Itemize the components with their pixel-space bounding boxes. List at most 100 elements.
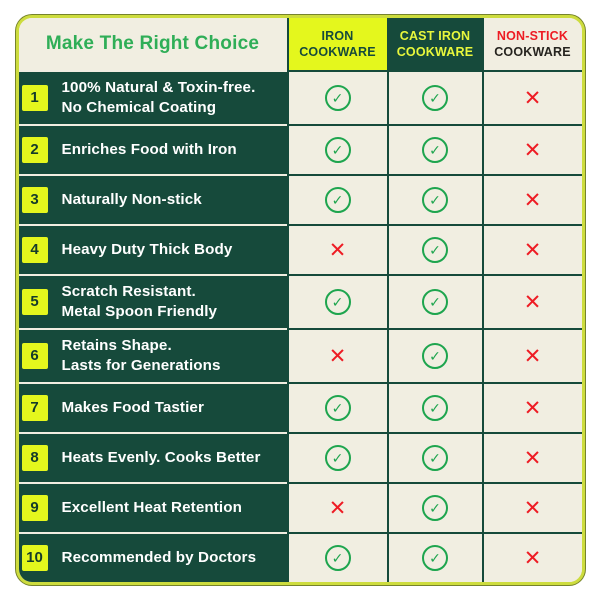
mark-cell: ✕ [481, 224, 582, 274]
column-header-label: CAST IRON [399, 28, 471, 43]
column-header-label: COOKWARE [299, 45, 376, 59]
cross-icon: ✕ [328, 344, 347, 368]
table-row: 4 Heavy Duty Thick Body ✕ ✓ ✕ [18, 224, 582, 274]
check-icon: ✓ [324, 137, 351, 163]
cross-icon: ✕ [523, 86, 542, 110]
feature-cell: 6 Retains Shape. Lasts for Generations [18, 328, 287, 382]
cross-icon: ✕ [328, 496, 347, 520]
feature-label: Makes Food Tastier [61, 398, 204, 416]
column-header-label: NON-STICK [496, 28, 569, 43]
mark-cell: ✕ [481, 174, 582, 224]
check-icon: ✓ [422, 237, 448, 263]
check-icon: ✓ [324, 445, 351, 471]
feature-cell: 7 Makes Food Tastier [18, 382, 287, 432]
mark-cell: ✓ [286, 124, 387, 174]
mark-cell: ✓ [386, 432, 482, 482]
mark-cell: ✕ [481, 328, 582, 382]
feature-label: Naturally Non-stick [61, 190, 202, 208]
cross-icon: ✕ [523, 446, 542, 470]
row-number-badge: 2 [21, 137, 48, 163]
table-row: 6 Retains Shape. Lasts for Generations ✕… [18, 328, 582, 382]
table-row: 1 100% Natural & Toxin-free. No Chemical… [18, 70, 582, 124]
check-icon: ✓ [324, 395, 351, 421]
table-row: 3 Naturally Non-stick ✓ ✓ ✕ [18, 174, 582, 224]
feature-label: Scratch Resistant. Metal Spoon Friendly [61, 282, 218, 320]
table-row: 7 Makes Food Tastier ✓ ✓ ✕ [18, 382, 582, 432]
row-number-badge: 10 [21, 545, 48, 571]
feature-cell: 9 Excellent Heat Retention [18, 482, 287, 532]
table-row: 9 Excellent Heat Retention ✕ ✓ ✕ [18, 482, 582, 532]
mark-cell: ✕ [481, 274, 582, 328]
comparison-table: Make The Right Choice IRON COOKWARE CAST… [15, 15, 585, 585]
table-row: 5 Scratch Resistant. Metal Spoon Friendl… [18, 274, 582, 328]
check-icon: ✓ [324, 289, 351, 315]
mark-cell: ✕ [286, 224, 387, 274]
mark-cell: ✓ [386, 70, 482, 124]
column-header-cast-iron-cookware: CAST IRON COOKWARE [386, 18, 482, 70]
mark-cell: ✓ [286, 382, 387, 432]
row-number-badge: 7 [21, 395, 48, 421]
feature-cell: 4 Heavy Duty Thick Body [18, 224, 287, 274]
check-icon: ✓ [422, 445, 448, 471]
check-icon: ✓ [422, 187, 448, 213]
mark-cell: ✓ [386, 328, 482, 382]
feature-cell: 8 Heats Evenly. Cooks Better [18, 432, 287, 482]
page-title: Make The Right Choice [45, 33, 260, 54]
column-header-non-stick-cookware: NON-STICK COOKWARE [481, 18, 582, 70]
row-number-badge: 9 [21, 495, 48, 521]
row-number-badge: 6 [21, 343, 48, 369]
check-icon: ✓ [422, 545, 448, 571]
table-row: 2 Enriches Food with Iron ✓ ✓ ✕ [18, 124, 582, 174]
table-row: 8 Heats Evenly. Cooks Better ✓ ✓ ✕ [18, 432, 582, 482]
check-icon: ✓ [422, 137, 448, 163]
column-header-iron-cookware: IRON COOKWARE [286, 18, 387, 70]
feature-label: Excellent Heat Retention [61, 498, 242, 516]
cross-icon: ✕ [523, 396, 542, 420]
feature-cell: 10 Recommended by Doctors [18, 532, 287, 582]
table-row: 10 Recommended by Doctors ✓ ✓ ✕ [18, 532, 582, 582]
check-icon: ✓ [422, 395, 448, 421]
check-icon: ✓ [422, 289, 448, 315]
mark-cell: ✓ [386, 532, 482, 582]
check-icon: ✓ [324, 545, 351, 571]
cross-icon: ✕ [523, 496, 542, 520]
feature-cell: 5 Scratch Resistant. Metal Spoon Friendl… [18, 274, 287, 328]
feature-cell: 2 Enriches Food with Iron [18, 124, 287, 174]
feature-cell: 1 100% Natural & Toxin-free. No Chemical… [18, 70, 287, 124]
mark-cell: ✓ [386, 382, 482, 432]
mark-cell: ✓ [386, 482, 482, 532]
cross-icon: ✕ [523, 546, 542, 570]
mark-cell: ✕ [481, 124, 582, 174]
feature-cell: 3 Naturally Non-stick [18, 174, 287, 224]
mark-cell: ✓ [386, 274, 482, 328]
mark-cell: ✓ [286, 70, 387, 124]
mark-cell: ✕ [481, 382, 582, 432]
mark-cell: ✕ [481, 432, 582, 482]
mark-cell: ✕ [286, 482, 387, 532]
cross-icon: ✕ [523, 290, 542, 314]
row-number-badge: 1 [21, 85, 48, 111]
feature-label: Heavy Duty Thick Body [61, 240, 233, 258]
cross-icon: ✕ [523, 344, 542, 368]
mark-cell: ✓ [286, 174, 387, 224]
row-number-badge: 3 [21, 187, 48, 213]
column-header-label: COOKWARE [396, 45, 474, 59]
feature-label: 100% Natural & Toxin-free. No Chemical C… [61, 78, 256, 116]
mark-cell: ✓ [386, 124, 482, 174]
feature-label: Retains Shape. Lasts for Generations [61, 336, 221, 374]
feature-label: Recommended by Doctors [61, 548, 257, 566]
mark-cell: ✕ [481, 70, 582, 124]
mark-cell: ✕ [481, 482, 582, 532]
mark-cell: ✕ [286, 328, 387, 382]
mark-cell: ✓ [286, 274, 387, 328]
mark-cell: ✓ [386, 224, 482, 274]
check-icon: ✓ [324, 85, 351, 111]
column-header-label: IRON [321, 28, 354, 43]
title-cell: Make The Right Choice [18, 18, 287, 70]
feature-label: Heats Evenly. Cooks Better [61, 448, 261, 466]
column-header-label: COOKWARE [494, 45, 571, 59]
cross-icon: ✕ [523, 188, 542, 212]
check-icon: ✓ [422, 495, 448, 521]
check-icon: ✓ [324, 187, 351, 213]
mark-cell: ✓ [286, 532, 387, 582]
